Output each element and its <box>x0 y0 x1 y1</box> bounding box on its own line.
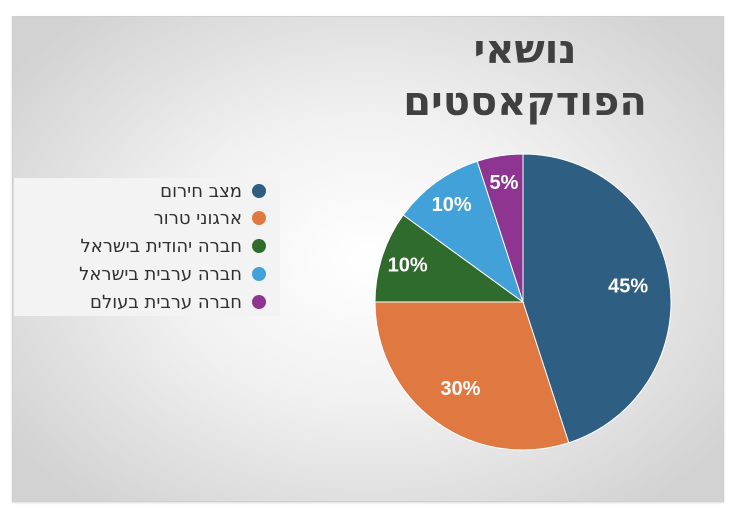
legend-marker <box>252 267 266 281</box>
data-label: 45% <box>608 275 648 297</box>
legend-label: חברה ערבית בישראל <box>79 263 242 285</box>
data-label: 5% <box>490 172 519 194</box>
slice-arab-society-world <box>476 153 524 303</box>
data-label: 30% <box>440 378 480 400</box>
legend-label: חברה ערבית בעולם <box>90 291 242 313</box>
slice-arab-society-israel <box>402 160 524 304</box>
legend: מצב חירום ארגוני טרור חברה יהודית בישראל… <box>14 178 280 316</box>
legend-marker <box>252 295 266 309</box>
pie-slices <box>374 153 672 451</box>
legend-marker <box>252 211 266 225</box>
pie-data-labels: 45% 30% 10% 10% 5% <box>388 172 649 400</box>
legend-label: חברה יהודית בישראל <box>80 235 242 257</box>
slice-emergency <box>522 153 672 444</box>
legend-item-jewish-society: חברה יהודית בישראל <box>80 233 266 259</box>
data-label: 10% <box>388 255 428 277</box>
legend-marker <box>252 239 266 253</box>
legend-item-emergency: מצב חירום <box>160 178 266 204</box>
legend-label: ארגוני טרור <box>153 207 242 229</box>
legend-item-terror: ארגוני טרור <box>154 205 266 231</box>
legend-item-arab-society-world: חברה ערבית בעולם <box>90 289 266 315</box>
legend-item-arab-society-israel: חברה ערבית בישראל <box>79 261 266 287</box>
slice-terror <box>374 301 570 451</box>
legend-marker <box>252 184 266 198</box>
chart-title: נושאי הפודקאסטים <box>403 27 647 125</box>
legend-label: מצב חירום <box>160 180 242 202</box>
data-label: 10% <box>432 194 472 216</box>
slice-jewish-society <box>374 214 525 303</box>
